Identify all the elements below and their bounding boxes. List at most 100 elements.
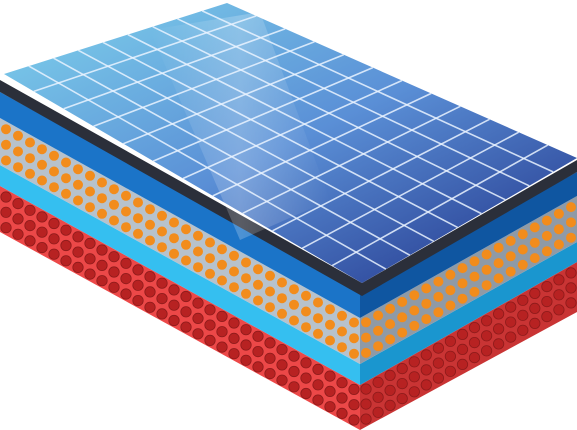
dot xyxy=(553,208,564,219)
dot xyxy=(397,296,408,307)
dot xyxy=(408,386,420,398)
dot xyxy=(13,146,23,157)
grid-line xyxy=(77,49,435,243)
dot xyxy=(349,348,359,359)
dot xyxy=(157,210,167,221)
grid-line xyxy=(272,118,490,232)
dot xyxy=(289,315,299,326)
dot xyxy=(204,334,216,346)
dot xyxy=(565,297,577,309)
red-layer xyxy=(0,186,577,430)
dot xyxy=(541,215,552,226)
dot xyxy=(252,345,264,358)
dot xyxy=(553,224,564,235)
dot xyxy=(553,274,565,286)
dot xyxy=(409,290,420,301)
dot xyxy=(1,124,11,135)
dot xyxy=(48,233,60,245)
dot xyxy=(168,284,180,296)
dot xyxy=(168,314,180,327)
dot xyxy=(0,206,12,218)
dot xyxy=(565,282,577,294)
dot xyxy=(300,372,312,384)
dot xyxy=(192,312,204,324)
dot xyxy=(337,326,347,337)
dot xyxy=(228,317,240,329)
dot xyxy=(157,242,167,253)
dot xyxy=(396,362,408,375)
dot xyxy=(97,193,107,204)
dot xyxy=(312,394,324,406)
dot xyxy=(156,277,168,289)
dot xyxy=(72,261,84,273)
dot xyxy=(348,399,360,411)
dot xyxy=(505,235,516,246)
dot xyxy=(409,305,420,316)
dot xyxy=(492,308,505,320)
dot xyxy=(264,337,276,349)
dot xyxy=(277,293,287,304)
dot xyxy=(565,267,577,279)
dot xyxy=(276,359,288,371)
dot xyxy=(336,407,348,419)
dot xyxy=(109,215,119,226)
dot xyxy=(420,364,432,376)
dot xyxy=(493,258,504,269)
dot xyxy=(133,213,143,224)
dot xyxy=(193,230,203,241)
dot xyxy=(421,283,432,294)
dot xyxy=(264,367,276,380)
dot xyxy=(229,250,239,261)
dot xyxy=(156,308,168,320)
dot xyxy=(204,304,216,316)
dot xyxy=(120,257,132,269)
dot xyxy=(445,269,456,280)
dot xyxy=(372,406,384,418)
dot xyxy=(529,302,541,314)
dot xyxy=(468,336,481,349)
dot xyxy=(529,287,541,299)
dot xyxy=(48,248,60,260)
dot xyxy=(529,317,541,329)
orange-dots-left xyxy=(1,124,359,359)
dot xyxy=(432,357,444,369)
dot xyxy=(517,259,528,270)
dot xyxy=(240,339,252,351)
dot xyxy=(0,222,12,234)
dot xyxy=(84,268,96,280)
dot xyxy=(432,342,444,354)
grid-line xyxy=(177,18,530,187)
dot xyxy=(132,294,144,307)
dot xyxy=(145,235,155,246)
dot xyxy=(145,204,155,215)
dot xyxy=(349,333,359,344)
dot xyxy=(529,222,540,233)
dot xyxy=(313,328,323,339)
dot xyxy=(12,198,24,210)
dot xyxy=(517,229,528,240)
dot xyxy=(566,217,576,228)
dot xyxy=(456,328,469,340)
dot xyxy=(325,304,335,315)
dot xyxy=(421,298,432,309)
dot xyxy=(493,273,504,284)
red-dots-right xyxy=(360,267,577,425)
dot xyxy=(384,384,396,396)
dot xyxy=(505,301,517,313)
dot xyxy=(61,157,71,168)
dot xyxy=(0,191,12,203)
dot xyxy=(444,365,456,377)
dot xyxy=(133,197,143,208)
dot xyxy=(120,272,132,285)
grid-line xyxy=(242,105,461,215)
dot xyxy=(480,315,493,327)
dot xyxy=(60,239,72,252)
grid-line xyxy=(102,41,458,229)
dot xyxy=(60,255,72,267)
dot xyxy=(373,341,384,352)
dot xyxy=(469,256,480,267)
dot xyxy=(277,308,287,319)
dot xyxy=(456,343,469,355)
dot xyxy=(85,202,95,213)
dot xyxy=(217,244,227,255)
